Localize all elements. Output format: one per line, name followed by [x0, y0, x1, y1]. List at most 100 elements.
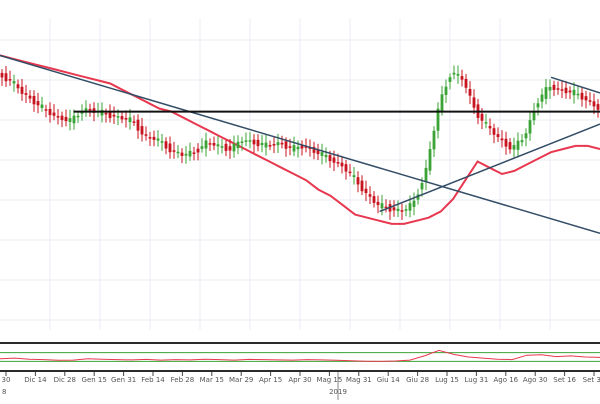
candle-bearish: [580, 92, 584, 100]
candle-bullish: [404, 209, 408, 211]
candle-bullish: [428, 149, 432, 171]
candle-bearish: [392, 207, 396, 211]
candle-bullish: [84, 108, 88, 111]
candle-bullish: [352, 175, 356, 177]
x-tick-label: Gen 31: [111, 376, 136, 384]
candle-bullish: [516, 140, 520, 150]
candle-bearish: [268, 145, 272, 147]
candle-bullish: [240, 141, 244, 144]
x-tick-label: Ago 30: [523, 376, 548, 384]
candle-bearish: [164, 141, 168, 149]
candle-bullish: [452, 72, 456, 75]
x-tick-label: Apr 15: [259, 376, 282, 384]
candle-bearish: [16, 84, 20, 89]
x-tick-label: Ago 16: [493, 376, 518, 384]
candle-bullish: [380, 203, 384, 209]
x-tick-label: Lug 15: [435, 376, 459, 384]
candle-bullish: [264, 142, 268, 148]
x-tick-label: Apr 30: [288, 376, 311, 384]
x-tick-label: Mar 29: [229, 376, 253, 384]
candle-bearish: [504, 138, 508, 147]
candle-bearish: [52, 112, 56, 116]
candle-bullish: [68, 118, 72, 122]
candle-bullish: [204, 140, 208, 149]
candle-bullish: [544, 87, 548, 99]
candle-bullish: [536, 103, 540, 108]
candle-bullish: [440, 94, 444, 112]
candle-bearish: [348, 171, 352, 174]
candle-bullish: [176, 151, 180, 154]
candle-bearish: [8, 79, 12, 81]
rising-trendline: [379, 123, 600, 213]
candle-bearish: [272, 144, 276, 146]
candle-bearish: [568, 90, 572, 93]
candle-bullish: [76, 115, 80, 118]
candle-bearish: [112, 114, 116, 117]
candle-bullish: [12, 81, 16, 84]
candle-bearish: [384, 206, 388, 209]
candle-bullish: [236, 141, 240, 149]
candle-bearish: [104, 112, 108, 115]
candle-bullish: [188, 150, 192, 157]
candle-bearish: [64, 116, 68, 122]
candle-bearish: [556, 88, 560, 90]
candle-bearish: [212, 142, 216, 146]
candle-bearish: [288, 146, 292, 148]
panel-divider: [0, 342, 600, 344]
candle-bearish: [48, 108, 52, 116]
candle-bullish: [520, 140, 524, 143]
candle-bearish: [328, 155, 332, 162]
candle-bearish: [148, 137, 152, 139]
candle-bullish: [156, 138, 160, 141]
candle-bullish: [540, 94, 544, 102]
candle-bullish: [244, 140, 248, 142]
candle-bullish: [72, 115, 76, 124]
candle-bearish: [124, 117, 128, 120]
candle-bullish: [576, 93, 580, 96]
candle-bearish: [592, 101, 596, 107]
x-tick-label: Gen 15: [82, 376, 107, 384]
candle-bearish: [400, 210, 404, 212]
candle-bearish: [376, 201, 380, 205]
candle-bearish: [316, 149, 320, 155]
candle-bullish: [232, 143, 236, 152]
candle-bullish: [116, 116, 120, 118]
candle-bearish: [300, 145, 304, 149]
candle-bearish: [492, 128, 496, 135]
candle-bearish: [168, 143, 172, 153]
candle-bullish: [160, 141, 164, 143]
candle-bullish: [532, 110, 536, 121]
x-tick-label: Mag 31: [346, 376, 372, 384]
candle-bullish: [396, 208, 400, 211]
candle-bearish: [364, 188, 368, 194]
candle-bullish: [200, 146, 204, 149]
candle-bullish: [484, 122, 488, 124]
candle-bullish: [416, 194, 420, 200]
candle-bearish: [368, 194, 372, 197]
x-axis: 30 Dic 14 Dic 28 Gen 15 Gen 31 Feb 14 Feb 28 Ma…: [2, 372, 600, 400]
candle-bullish: [324, 154, 328, 158]
candle-bullish: [548, 86, 552, 91]
candle-bullish: [320, 152, 324, 156]
candle-bearish: [24, 93, 28, 95]
candle-bullish: [248, 140, 252, 142]
candle-bearish: [460, 76, 464, 80]
candle-bullish: [260, 142, 264, 146]
candle-bullish: [128, 117, 132, 123]
x-tick-label: Dic 14: [24, 376, 47, 384]
candle-bearish: [144, 134, 148, 136]
candle-bullish: [424, 167, 428, 183]
candle-bullish: [436, 108, 440, 131]
candle-bullish: [432, 130, 436, 150]
candle-bearish: [224, 143, 228, 151]
candle-bearish: [44, 109, 48, 111]
candle-bearish: [56, 116, 60, 118]
moving-average-line: [0, 54, 600, 225]
upper-trendline: [550, 76, 600, 94]
year-label: 8: [2, 388, 6, 396]
candle-bearish: [508, 142, 512, 150]
candle-bearish: [552, 84, 556, 90]
candle-bullish: [524, 133, 528, 139]
candle-bearish: [372, 196, 376, 203]
candle-bearish: [208, 143, 212, 145]
